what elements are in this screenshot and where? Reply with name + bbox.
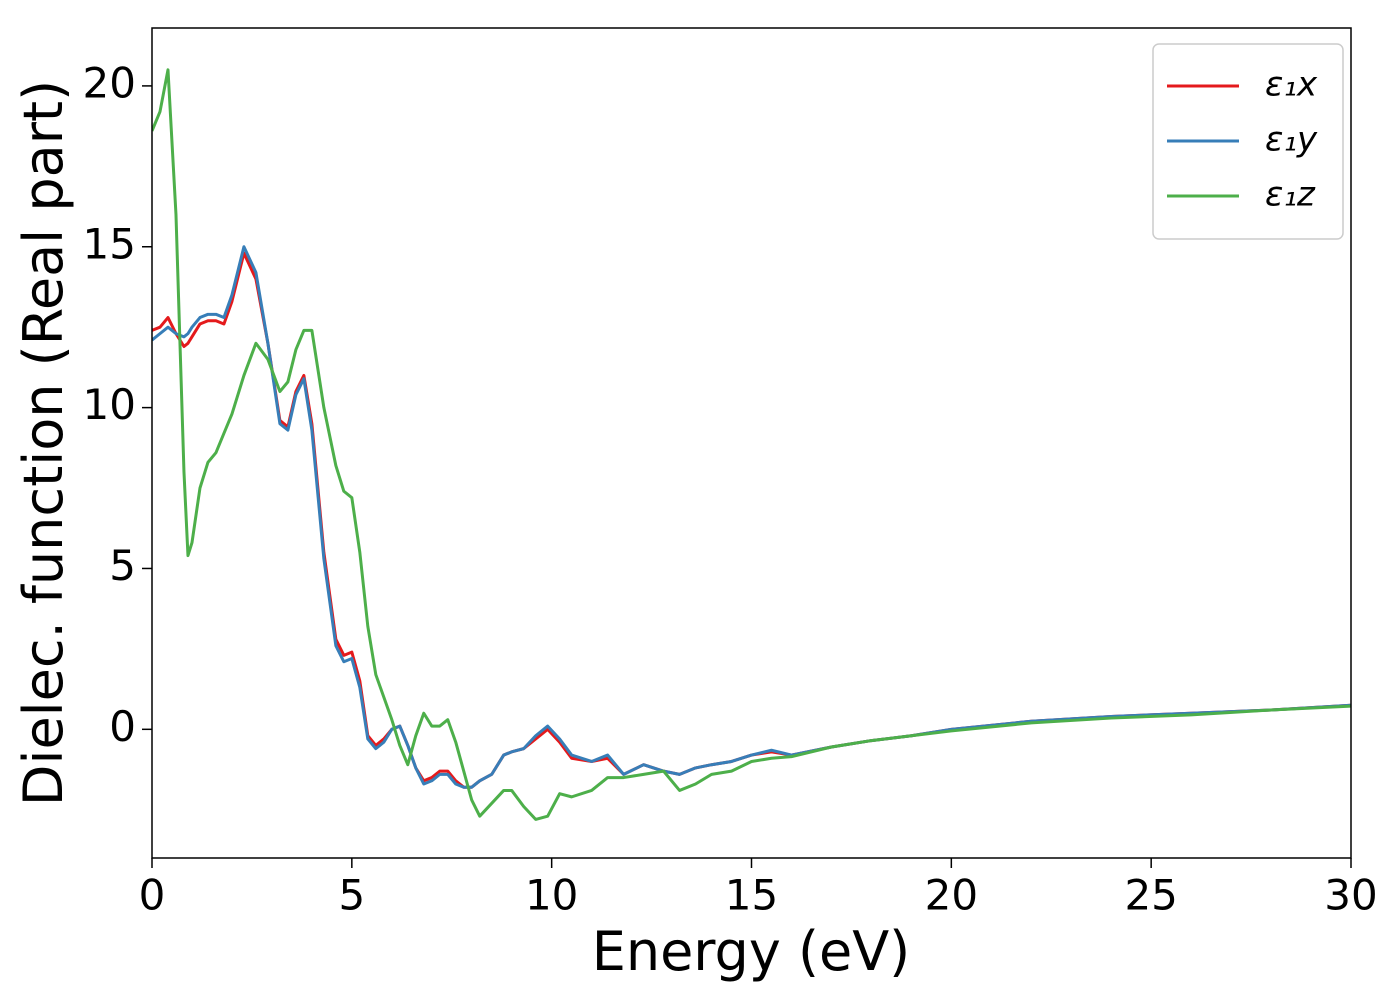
x-tick-label: 0 bbox=[139, 871, 166, 920]
data-line bbox=[152, 251, 1351, 789]
y-tick-label: 5 bbox=[109, 541, 136, 590]
y-tick-label: 0 bbox=[109, 702, 136, 751]
y-tick-label: 20 bbox=[83, 58, 136, 107]
legend-label: ε₁y bbox=[1265, 120, 1318, 160]
y-tick-label: 10 bbox=[83, 380, 136, 429]
data-line bbox=[152, 68, 1351, 821]
legend-label: ε₁x bbox=[1265, 65, 1318, 105]
y-tick-label: 15 bbox=[83, 219, 136, 268]
plot-frame bbox=[151, 27, 1352, 859]
data-line bbox=[152, 245, 1351, 789]
legend-label: ε₁z bbox=[1265, 175, 1316, 215]
legend-box bbox=[1152, 43, 1344, 240]
x-tick-label: 15 bbox=[725, 871, 778, 920]
x-tick-label: 30 bbox=[1324, 871, 1377, 920]
x-tick-label: 5 bbox=[338, 871, 365, 920]
x-axis-label: Energy (eV) bbox=[592, 920, 911, 983]
x-tick-label: 25 bbox=[1124, 871, 1177, 920]
x-tick-label: 10 bbox=[525, 871, 578, 920]
x-tick-label: 20 bbox=[925, 871, 978, 920]
y-axis-label: Dielec. function (Real part) bbox=[12, 80, 75, 806]
